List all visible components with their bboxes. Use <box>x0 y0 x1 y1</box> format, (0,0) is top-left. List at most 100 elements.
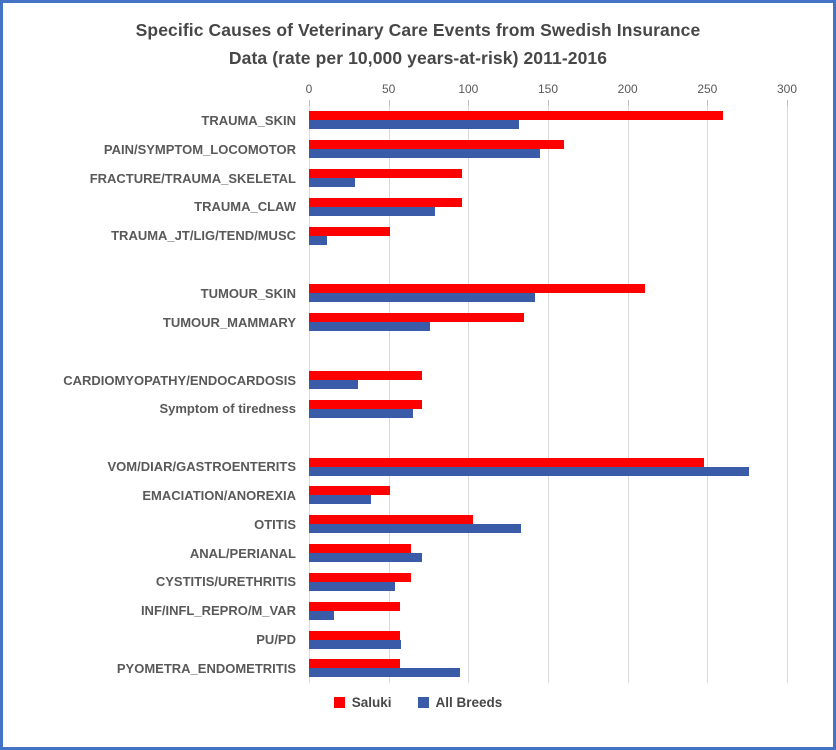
x-tick-label: 100 <box>458 82 479 96</box>
bar-all-breeds <box>309 639 402 649</box>
legend-item-all-breeds: All Breeds <box>417 695 503 710</box>
gridline <box>707 106 709 683</box>
bar-group <box>309 279 833 308</box>
x-tick-label: 50 <box>381 82 396 96</box>
category-row: Symptom of tiredness <box>3 394 833 423</box>
group-spacer <box>3 250 833 279</box>
category-label: VOM/DIAR/GASTROENTERITS <box>107 459 296 475</box>
chart-title-line1: Specific Causes of Veterinary Care Event… <box>135 20 701 40</box>
bar-saluki <box>309 111 724 121</box>
bar-group <box>309 568 833 597</box>
bar-group <box>309 366 833 395</box>
legend-label-saluki: Saluki <box>351 695 392 710</box>
legend-label-all-breeds: All Breeds <box>435 695 503 710</box>
category-label: CARDIOMYOPATHY/ENDOCARDOSIS <box>63 372 296 388</box>
bar-all-breeds <box>309 380 359 390</box>
category-label: TRAUMA_SKIN <box>201 112 296 128</box>
bar-saluki <box>309 313 525 323</box>
bar-group <box>309 539 833 568</box>
bar-all-breeds <box>309 495 372 505</box>
category-row: CARDIOMYOPATHY/ENDOCARDOSIS <box>3 366 833 395</box>
x-axis-tickmark <box>548 100 549 106</box>
category-row: ANAL/PERIANAL <box>3 539 833 568</box>
bar-all-breeds <box>309 524 521 534</box>
group-spacer <box>3 423 833 452</box>
bar-all-breeds <box>309 149 541 159</box>
category-label: ANAL/PERIANAL <box>189 545 296 561</box>
category-label: OTITIS <box>254 516 296 532</box>
gridline <box>309 106 310 683</box>
plot-area: TRAUMA_SKIN PAIN/SYMPTOM_LOCOMOTOR FRACTUR… <box>3 100 833 683</box>
bar-all-breeds <box>309 466 749 476</box>
category-row: TUMOUR_SKIN <box>3 279 833 308</box>
category-row: VOM/DIAR/GASTROENTERITS <box>3 452 833 481</box>
bar-group <box>309 221 833 250</box>
bar-all-breeds <box>309 235 327 245</box>
x-tick-label: 200 <box>617 82 638 96</box>
category-row: TUMOUR_MAMMARY <box>3 308 833 337</box>
category-row: CYSTITIS/URETHRITIS <box>3 568 833 597</box>
bar-group <box>309 654 833 683</box>
x-tick-label: 300 <box>776 82 798 96</box>
category-label: Symptom of tiredness <box>159 401 296 417</box>
bar-all-breeds <box>309 322 431 332</box>
bar-saluki <box>309 140 564 150</box>
legend-item-saluki: Saluki <box>333 695 392 710</box>
gridline <box>627 106 629 683</box>
category-label: PU/PD <box>256 632 296 648</box>
x-axis-tickmark <box>468 100 470 106</box>
bar-group <box>309 452 833 481</box>
bar-group <box>309 394 833 423</box>
bar-saluki <box>309 572 411 582</box>
bar-group <box>309 106 833 135</box>
bar-saluki <box>309 515 474 525</box>
bar-group <box>309 481 833 510</box>
x-tick-label: 250 <box>697 82 718 96</box>
category-label: INF/INFL_REPRO/M_VAR <box>140 603 296 619</box>
bar-group <box>309 625 833 654</box>
bar-all-breeds <box>309 206 435 216</box>
x-tick-label: 0 <box>305 82 313 96</box>
bar-saluki <box>309 284 646 294</box>
group-spacer <box>3 337 833 366</box>
bar-saluki <box>309 371 423 381</box>
bar-all-breeds <box>309 178 356 188</box>
bar-saluki <box>309 486 391 496</box>
x-axis: 0 50 100 150 200 250 300 <box>306 82 833 100</box>
chart-title: Specific Causes of Veterinary Care Event… <box>3 16 833 72</box>
gridline <box>468 106 470 683</box>
x-tick-label: 150 <box>537 82 559 96</box>
bar-all-breeds <box>309 553 423 563</box>
bar-saluki <box>309 659 400 669</box>
category-label: TRAUMA_CLAW <box>194 199 296 215</box>
x-axis-tickmark <box>707 100 709 106</box>
bar-group <box>309 510 833 539</box>
x-axis-tickmark <box>627 100 629 106</box>
bar-group <box>309 193 833 222</box>
legend: Saluki All Breeds <box>3 695 833 710</box>
bar-group <box>309 164 833 193</box>
category-row: PAIN/SYMPTOM_LOCOMOTOR <box>3 135 833 164</box>
bar-saluki <box>309 226 391 236</box>
category-row: TRAUMA_SKIN <box>3 106 833 135</box>
category-label: TUMOUR_MAMMARY <box>162 314 296 330</box>
bar-saluki <box>309 544 411 554</box>
bar-saluki <box>309 630 400 640</box>
category-label: TUMOUR_SKIN <box>200 285 296 301</box>
category-label: TRAUMA_JT/LIG/TEND/MUSC <box>111 228 296 244</box>
category-label: FRACTURE/TRAUMA_SKELETAL <box>89 170 296 186</box>
category-row: TRAUMA_JT/LIG/TEND/MUSC <box>3 221 833 250</box>
legend-swatch-saluki <box>333 697 345 708</box>
category-row: PU/PD <box>3 625 833 654</box>
bar-saluki <box>309 169 462 179</box>
category-label: EMACIATION/ANOREXIA <box>142 487 296 503</box>
bar-group <box>309 135 833 164</box>
x-axis-tickmark <box>309 100 310 106</box>
bar-all-breeds <box>309 610 335 620</box>
category-label: PYOMETRA_ENDOMETRITIS <box>116 660 296 676</box>
category-label: PAIN/SYMPTOM_LOCOMOTOR <box>103 141 296 157</box>
category-row: EMACIATION/ANOREXIA <box>3 481 833 510</box>
category-row: FRACTURE/TRAUMA_SKELETAL <box>3 164 833 193</box>
gridline <box>548 106 549 683</box>
